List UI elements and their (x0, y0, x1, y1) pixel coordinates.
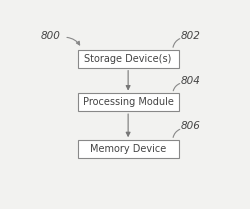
Bar (78, 50, 178, 68)
Text: 800: 800 (41, 31, 60, 41)
Text: 804: 804 (180, 76, 200, 86)
Text: Storage Device(s): Storage Device(s) (84, 54, 172, 64)
Bar (78, 140, 178, 158)
Bar (78, 93, 178, 111)
Text: 802: 802 (180, 31, 200, 41)
Text: Memory Device: Memory Device (90, 144, 166, 154)
Text: 806: 806 (180, 121, 200, 131)
Text: Processing Module: Processing Module (83, 97, 174, 107)
